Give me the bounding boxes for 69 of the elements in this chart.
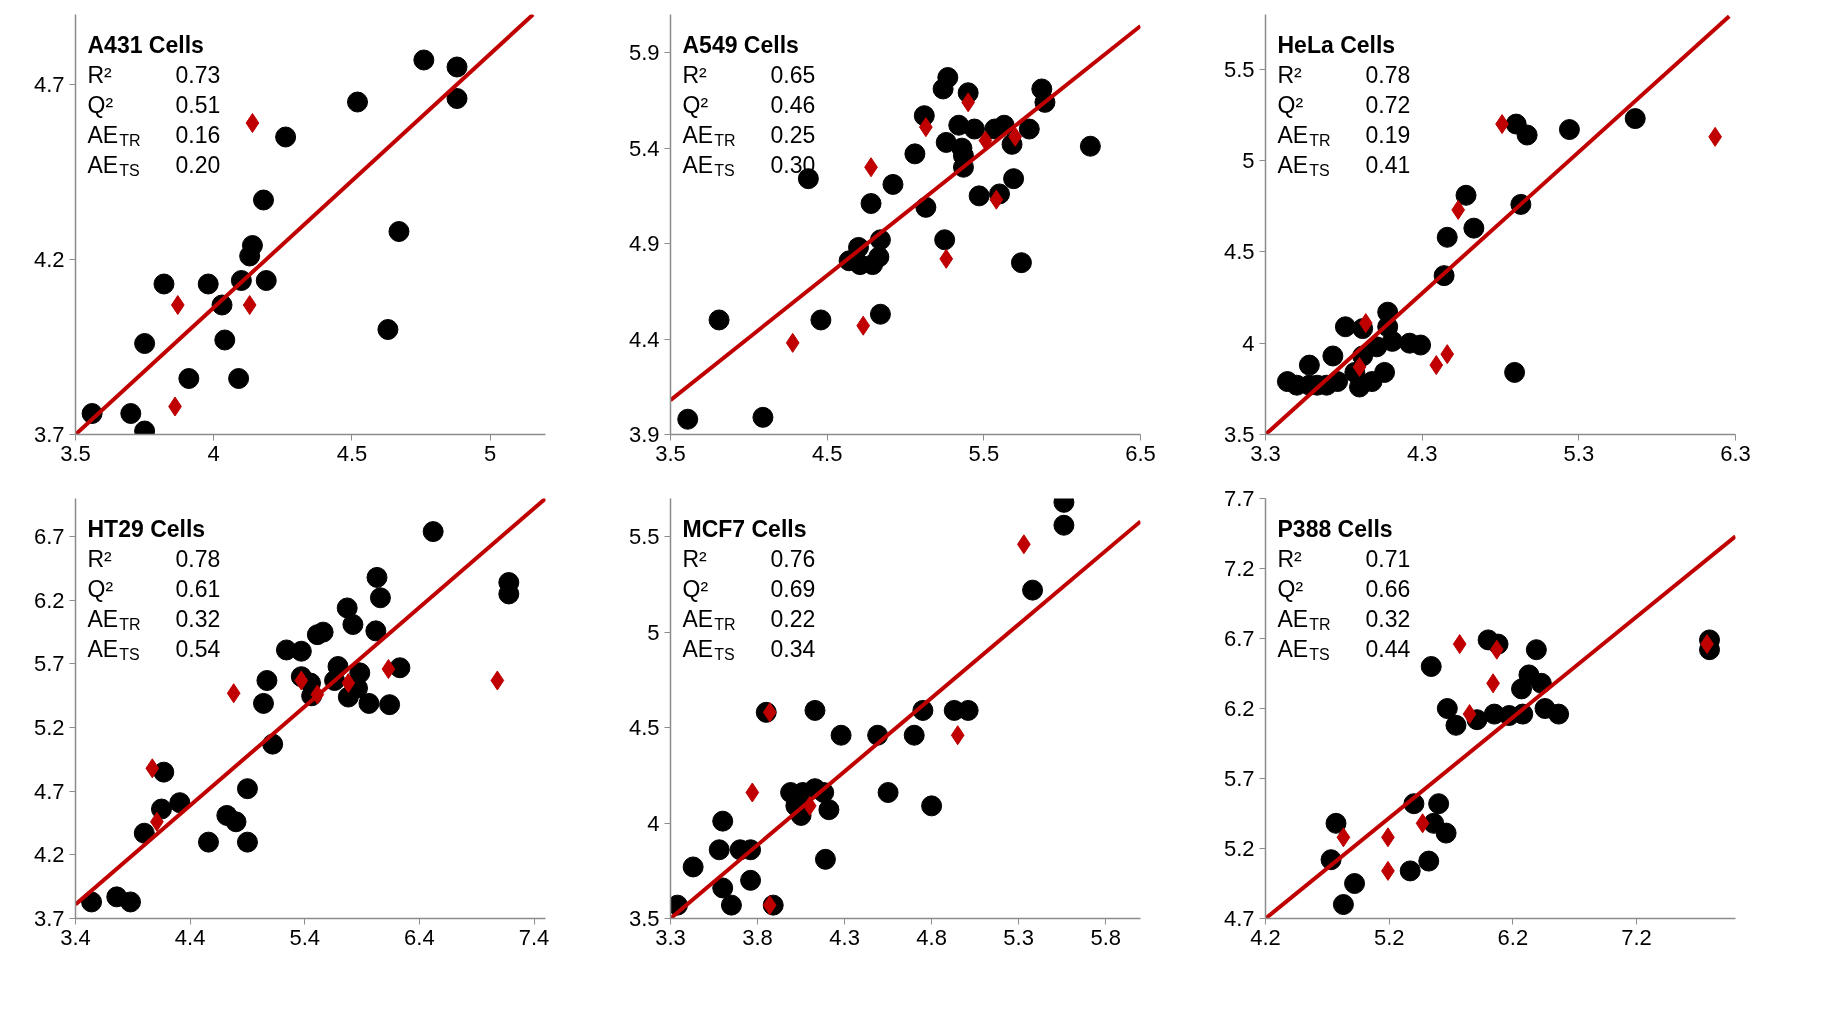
text: Q² 0.69 bbox=[682, 575, 816, 602]
y-tick-label: 7.7 bbox=[1223, 486, 1255, 511]
y-tick-label: 5.5 bbox=[628, 524, 660, 550]
text: R² 0.65 bbox=[682, 61, 816, 88]
y-tick-label: 5.2 bbox=[1223, 836, 1255, 861]
text: Q² 0.66 bbox=[1277, 575, 1411, 602]
y-tick-label: 4.4 bbox=[628, 326, 660, 352]
text: HT29 Cells bbox=[87, 515, 206, 542]
y-tick-label: 5 bbox=[647, 619, 660, 645]
y-tick-label: 7.2 bbox=[1223, 556, 1255, 581]
y-tick-label: 4.9 bbox=[628, 231, 660, 257]
y-tick-label: 4.7 bbox=[33, 72, 65, 97]
y-tick-label: 5.2 bbox=[33, 715, 65, 741]
y-tick-label: 5.4 bbox=[628, 135, 660, 161]
y-tick-label: 4.7 bbox=[1223, 906, 1255, 931]
text: Q² 0.51 bbox=[87, 91, 221, 118]
y-tick-label: 3.9 bbox=[628, 422, 660, 447]
y-tick-label: 6.2 bbox=[33, 587, 65, 613]
x-tick-label: 7.4 bbox=[518, 924, 550, 950]
x-tick-label: 6.2 bbox=[1497, 924, 1529, 950]
text: R² 0.73 bbox=[87, 61, 221, 88]
x-tick-label: 4.8 bbox=[916, 924, 947, 950]
y-tick-label: 6.2 bbox=[1223, 696, 1255, 721]
x-tick-label: 4.5 bbox=[811, 440, 843, 466]
y-tick-label: 4.2 bbox=[33, 247, 65, 272]
text: Q² 0.46 bbox=[682, 91, 816, 118]
y-tick-label: 5.5 bbox=[1223, 56, 1255, 82]
y-tick-label: 6.7 bbox=[1223, 626, 1255, 651]
y-tick-label: 4 bbox=[1242, 330, 1255, 356]
text: Q² 0.72 bbox=[1277, 91, 1411, 118]
y-tick-label: 5.7 bbox=[33, 651, 65, 677]
text: R² 0.78 bbox=[1277, 61, 1411, 88]
x-tick-label: 4.3 bbox=[1406, 440, 1438, 466]
x-tick-label: 5.5 bbox=[968, 440, 1000, 466]
x-tick-label: 6.3 bbox=[1720, 440, 1751, 466]
x-tick-label: 5.8 bbox=[1090, 924, 1121, 950]
y-tick-label: 4.5 bbox=[628, 715, 660, 741]
y-tick-label: 5.7 bbox=[1223, 766, 1255, 791]
text: P388 Cells bbox=[1277, 515, 1393, 542]
text: R² 0.71 bbox=[1277, 545, 1411, 572]
text: R² 0.78 bbox=[87, 545, 221, 572]
x-tick-label: 7.2 bbox=[1621, 924, 1652, 950]
text: MCF7 Cells bbox=[682, 515, 807, 542]
x-tick-label: 5.4 bbox=[289, 924, 321, 950]
y-tick-label: 5 bbox=[1242, 148, 1255, 174]
y-tick-label: 6.7 bbox=[33, 524, 65, 550]
y-tick-label: 4.2 bbox=[33, 842, 65, 868]
x-tick-label: 6.4 bbox=[404, 924, 435, 950]
y-tick-label: 4 bbox=[647, 810, 660, 836]
y-tick-label: 5.9 bbox=[628, 40, 660, 66]
x-tick-label: 4.4 bbox=[174, 924, 206, 950]
x-tick-label: 5.2 bbox=[1373, 924, 1405, 950]
x-tick-label: 3.8 bbox=[742, 924, 773, 950]
y-tick-label: 4.7 bbox=[33, 778, 65, 804]
y-tick-label: 3.5 bbox=[628, 906, 660, 931]
text: A431 Cells bbox=[87, 31, 204, 58]
x-tick-label: 5.3 bbox=[1003, 924, 1034, 950]
y-tick-label: 3.5 bbox=[1223, 422, 1255, 447]
x-tick-label: 5 bbox=[484, 440, 497, 466]
x-tick-label: 6.5 bbox=[1125, 440, 1156, 466]
text: HeLa Cells bbox=[1277, 31, 1396, 58]
x-tick-label: 5.3 bbox=[1563, 440, 1595, 466]
x-tick-label: 4.5 bbox=[336, 440, 368, 466]
text: R² 0.76 bbox=[682, 545, 816, 572]
text: Q² 0.61 bbox=[87, 575, 221, 602]
y-tick-label: 4.5 bbox=[1223, 239, 1255, 265]
x-tick-label: 4 bbox=[207, 440, 220, 466]
x-tick-label: 4.3 bbox=[829, 924, 860, 950]
text: A549 Cells bbox=[682, 31, 799, 58]
